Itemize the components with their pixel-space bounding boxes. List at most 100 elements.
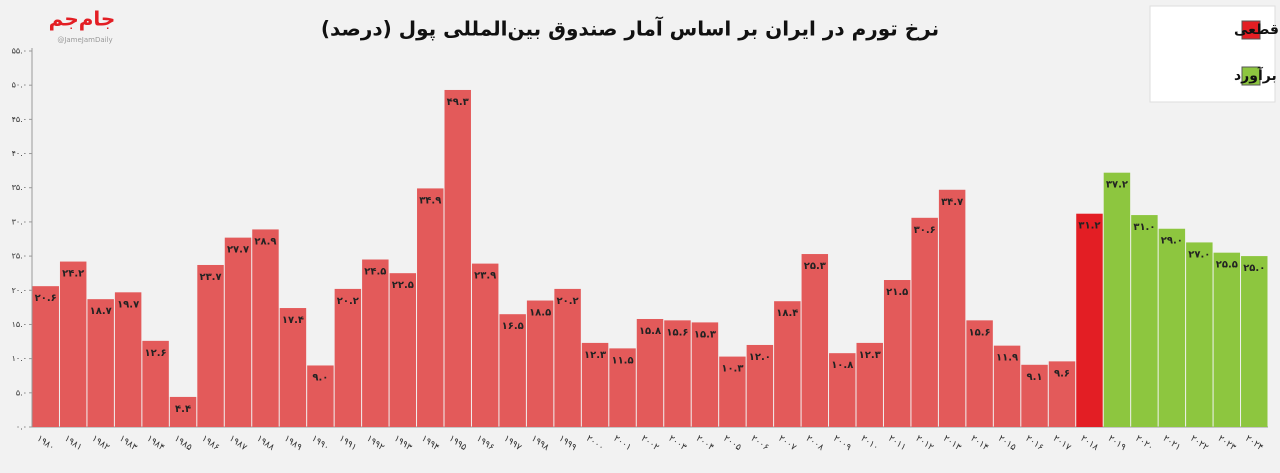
value-label: ۲۰.۶ [35,293,57,304]
value-label: ۲۴.۵ [364,267,386,278]
bar [609,348,636,427]
bar [1158,228,1186,427]
bar [362,259,389,427]
y-tick-label: ۴۰.۰ [12,149,27,158]
y-tick-label: ۳۵.۰ [12,183,27,192]
y-tick-label: ۲۰.۰ [12,286,27,295]
bar [993,345,1021,427]
value-label: ۲۳.۷ [199,272,221,283]
bar [636,318,664,427]
bar [169,396,197,427]
y-tick-label: ۱۵.۰ [12,320,27,329]
y-tick-label: ۵۵.۰ [12,47,27,56]
value-label: ۳۴.۹ [419,195,441,206]
value-label: ۲۱.۵ [886,287,908,298]
legend-box [1149,5,1276,103]
value-label: ۱۸.۴ [776,308,798,319]
chart-title: نرخ تورم در ایران بر اساس آمار صندوق بین… [321,16,939,42]
value-label: ۳۴.۷ [941,197,963,208]
bar [774,301,801,427]
bar [252,229,279,427]
legend-swatch [1241,20,1261,40]
value-label: ۳۰.۶ [914,225,936,236]
bar [911,217,938,427]
value-label: ۱۷.۴ [282,315,304,326]
bar [279,308,307,427]
value-label: ۹.۱ [1027,372,1043,383]
value-label: ۲۵.۰ [1243,263,1265,274]
value-label: ۹.۰ [312,372,328,383]
bar [801,254,829,427]
value-label: ۱۶.۵ [502,321,524,332]
value-label: ۱۹.۷ [117,299,139,310]
y-tick-label: ۵.۰ [16,388,27,397]
bar [1213,252,1241,427]
bar [197,264,224,427]
bar [499,314,526,427]
bar [1048,361,1076,427]
value-label: ۱۲.۳ [584,350,606,361]
bar [59,261,87,427]
value-label: ۲۸.۹ [254,236,276,247]
y-tick-label: ۰.۰ [16,423,27,432]
value-label: ۱۲.۳ [859,350,881,361]
value-label: ۳۱.۰ [1133,222,1155,233]
bar [114,292,142,427]
value-label: ۴.۴ [175,404,191,415]
legend-label: ارقام برآورد [1234,66,1280,84]
value-label: ۱۱.۹ [996,353,1018,364]
bar [224,237,252,427]
bar [554,288,581,427]
logo: جام‌جم [49,7,116,31]
bar [746,344,774,427]
value-label: ۲۳.۹ [474,271,496,282]
y-tick-label: ۴۵.۰ [12,115,27,124]
value-label: ۲۵.۳ [804,261,826,272]
bar [389,273,417,427]
value-label: ۱۸.۵ [529,308,551,319]
value-label: ۱۵.۳ [694,329,716,340]
value-label: ۲۹.۰ [1161,236,1183,247]
value-label: ۱۵.۶ [666,327,688,338]
value-label: ۱۵.۸ [639,326,661,337]
bar [526,300,554,427]
value-label: ۴۹.۳ [447,97,469,108]
bar [664,320,691,427]
bar [581,342,609,427]
bar [1186,242,1213,427]
bar [1021,364,1048,427]
value-label: ۲۰.۲ [337,296,359,307]
bar [1131,215,1158,427]
y-tick-label: ۲۵.۰ [12,252,27,261]
value-label: ۲۷.۰ [1188,249,1210,260]
bar [719,356,746,427]
bar [471,263,499,427]
value-label: ۱۲.۶ [145,348,167,359]
bar [444,89,471,427]
bar [883,280,911,427]
value-label: ۳۷.۲ [1106,180,1128,191]
legend-swatch [1241,66,1261,86]
bar [856,342,883,427]
value-label: ۱۲.۰ [749,352,771,363]
bar [32,286,59,427]
value-label: ۱۵.۶ [969,327,991,338]
bar [691,322,719,427]
value-label: ۲۷.۷ [227,245,249,256]
value-label: ۱۰.۸ [831,360,853,371]
value-label: ۹.۶ [1054,368,1070,379]
logo-subtitle: @JameJamDaily [57,36,112,44]
y-tick-label: ۳۰.۰ [12,217,27,226]
bar [1103,172,1131,427]
value-label: ۱۰.۳ [721,364,743,375]
bar [87,299,114,427]
value-label: ۳۱.۲ [1078,221,1100,232]
value-label: ۱۸.۷ [90,306,112,317]
value-label: ۲۲.۵ [392,280,414,291]
value-label: ۲۵.۵ [1216,260,1238,271]
bar [1076,213,1103,427]
bar [334,288,362,427]
bar [142,340,169,427]
bar [966,320,993,427]
